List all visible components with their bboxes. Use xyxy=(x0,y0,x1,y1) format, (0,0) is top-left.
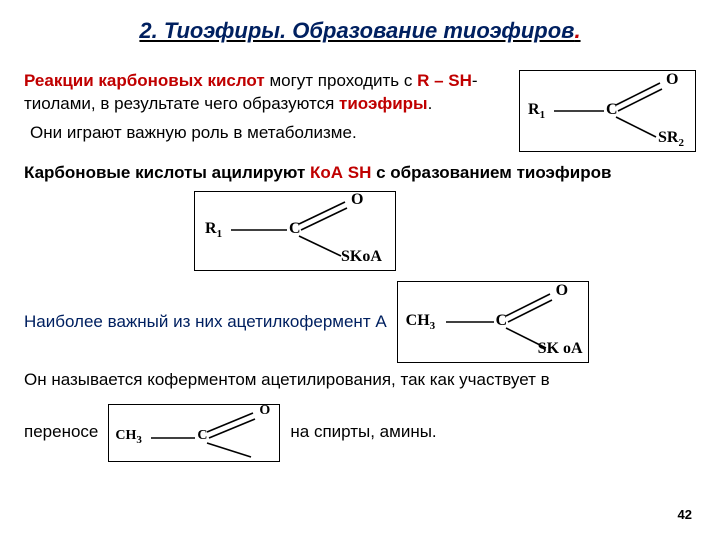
p1-seg5: тиоэфиры xyxy=(339,94,428,113)
slide-title: 2. Тиоэфиры. Образование тиоэфиров. xyxy=(24,18,696,44)
chem-structure-acetyl: CH3 C O SK oA xyxy=(397,281,589,363)
chem-skoa-sr: SKoA xyxy=(341,248,382,266)
p3-seg2: КоА SH xyxy=(310,163,371,182)
page-number: 42 xyxy=(678,507,692,522)
p3-seg1: Карбоновые кислоты ацилируют xyxy=(24,163,310,182)
para-2: Они играют важную роль в метаболизме. xyxy=(30,122,511,145)
title-dot: . xyxy=(574,18,580,43)
p5-seg3: на спирты, амины. xyxy=(290,421,436,444)
chem-generic-sr: SR2 xyxy=(658,129,684,149)
chem-ac2-c: C xyxy=(197,428,207,444)
chem-skoa-c: C xyxy=(289,220,301,238)
transfer-row: переносе CH3 C O на спирты, амины. xyxy=(24,404,696,462)
chem-ac2-o: O xyxy=(259,403,270,419)
slide: 2. Тиоэфиры. Образование тиоэфиров. Реак… xyxy=(0,0,720,540)
para-1: Реакции карбоновых кислот могут проходит… xyxy=(24,70,511,116)
chem-generic-left: R1 xyxy=(528,101,545,121)
para-3: Карбоновые кислоты ацилируют КоА SH с об… xyxy=(24,162,696,185)
title-text: 2. Тиоэфиры. Образование тиоэфиров xyxy=(139,18,574,43)
chem-structure-skoa: R1 C O SKoA xyxy=(194,191,396,271)
para-4: Наиболее важный из них ацетилкофермент А xyxy=(24,312,387,332)
chem-ac-sr: SK oA xyxy=(538,340,583,358)
chem-ac-c: C xyxy=(496,312,508,330)
chem-skoa-left: R1 xyxy=(205,220,222,240)
p3-seg3: с образованием тиоэфиров xyxy=(371,163,611,182)
chem-ac-left: CH3 xyxy=(406,312,436,332)
chem-generic-c: C xyxy=(606,101,618,119)
intro-row: Реакции карбоновых кислот могут проходит… xyxy=(24,70,696,152)
chem-ac2-left: CH3 xyxy=(115,428,142,446)
p5-seg2: переносе xyxy=(24,421,98,444)
chem-structure-acetyl-small: CH3 C O xyxy=(108,404,280,462)
chem-structure-generic: R1 C O SR2 xyxy=(519,70,696,152)
para-5a: Он называется коферментом ацетилирования… xyxy=(24,369,696,392)
p1-seg1: Реакции карбоновых кислот xyxy=(24,71,265,90)
p1-seg3: R – SH xyxy=(417,71,472,90)
chem-skoa-wrap: R1 C O SKoA xyxy=(194,191,696,271)
chem-generic-o: O xyxy=(666,71,678,89)
acetyl-row: Наиболее важный из них ацетилкофермент А… xyxy=(24,281,696,363)
p1-seg2: могут проходить с xyxy=(265,71,417,90)
p1-seg6: . xyxy=(428,94,433,113)
chem-ac-o: O xyxy=(556,282,568,300)
chem-skoa-o: O xyxy=(351,191,363,209)
